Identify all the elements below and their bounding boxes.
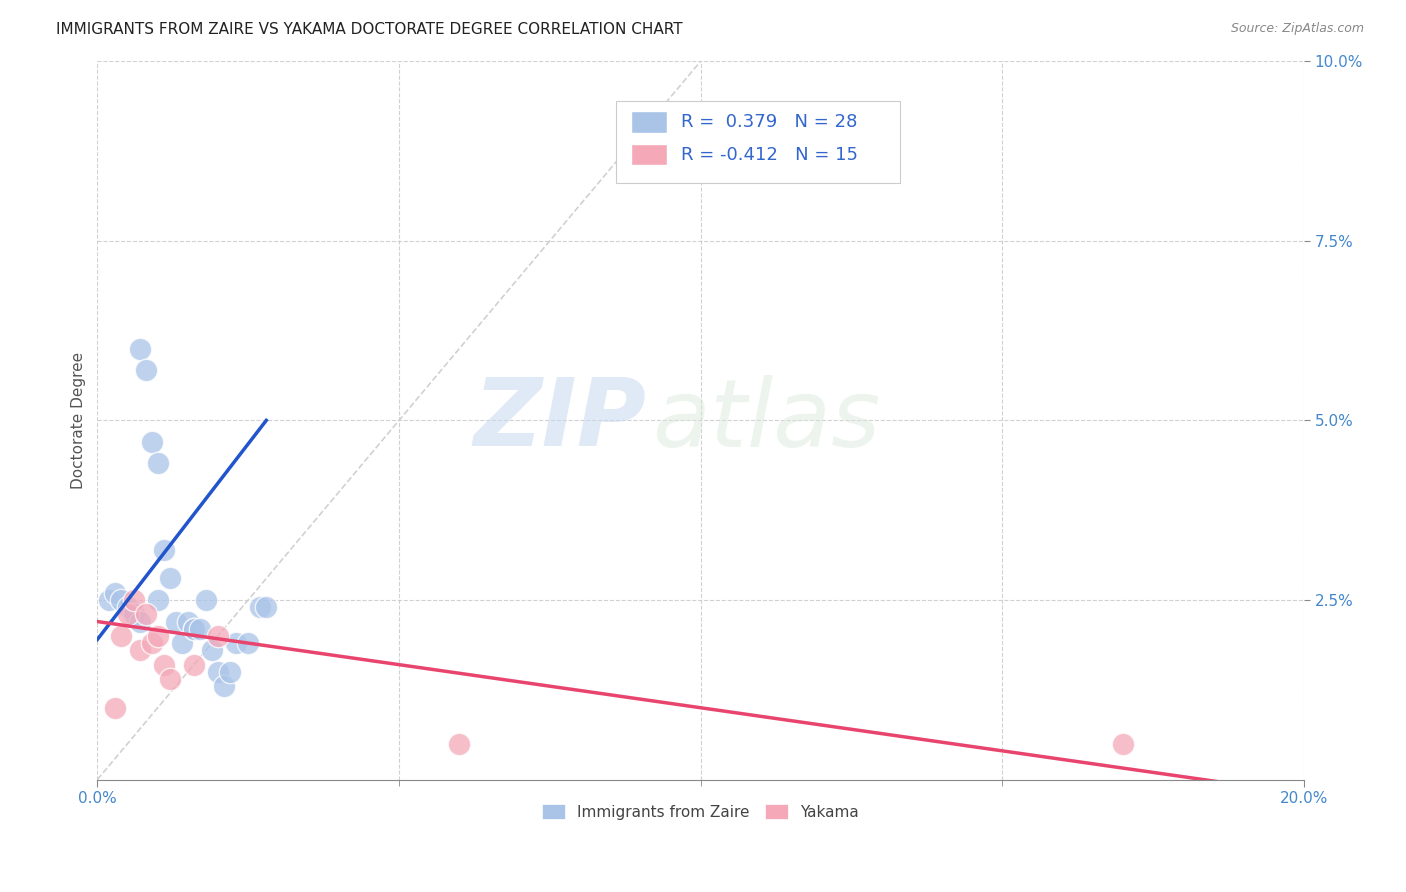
Point [146, 629, 169, 643]
Text: IMMIGRANTS FROM ZAIRE VS YAKAMA DOCTORATE DEGREE CORRELATION CHART: IMMIGRANTS FROM ZAIRE VS YAKAMA DOCTORAT… [56, 22, 683, 37]
Point [225, 636, 247, 650]
Point [104, 586, 127, 600]
Point [122, 593, 145, 607]
Point [194, 593, 217, 607]
Text: ZIP: ZIP [474, 375, 647, 467]
Point [207, 665, 229, 679]
Point [1112, 737, 1135, 751]
Point [135, 607, 157, 622]
Point [159, 571, 181, 585]
Point [146, 457, 169, 471]
Point [219, 665, 242, 679]
Text: R =  0.379   N = 28: R = 0.379 N = 28 [682, 113, 858, 131]
Point [238, 636, 260, 650]
Point [128, 643, 150, 657]
FancyBboxPatch shape [616, 101, 900, 183]
Point [207, 629, 229, 643]
Text: R = -0.412   N = 15: R = -0.412 N = 15 [682, 145, 859, 163]
Point [254, 600, 277, 615]
Point [128, 342, 150, 356]
Point [183, 622, 205, 636]
Point [152, 542, 174, 557]
Point [449, 737, 471, 751]
Point [201, 643, 224, 657]
Point [122, 607, 145, 622]
Point [110, 593, 132, 607]
Point [117, 600, 139, 615]
Point [249, 600, 271, 615]
Point [152, 657, 174, 672]
Point [170, 636, 193, 650]
Point [165, 615, 187, 629]
Point [188, 622, 211, 636]
Point [159, 672, 181, 686]
Point [177, 615, 200, 629]
Bar [631, 112, 666, 133]
Point [135, 363, 157, 377]
Bar [631, 144, 666, 165]
Point [110, 629, 132, 643]
Point [104, 700, 127, 714]
Point [212, 679, 235, 693]
Text: atlas: atlas [652, 375, 880, 466]
Y-axis label: Doctorate Degree: Doctorate Degree [72, 351, 86, 489]
Point [141, 434, 163, 449]
Text: Source: ZipAtlas.com: Source: ZipAtlas.com [1230, 22, 1364, 36]
Point [117, 607, 139, 622]
Legend: Immigrants from Zaire, Yakama: Immigrants from Zaire, Yakama [536, 798, 865, 826]
Point [141, 636, 163, 650]
Point [183, 622, 205, 636]
Point [183, 657, 205, 672]
Point [98, 593, 121, 607]
Point [146, 593, 169, 607]
Point [128, 615, 150, 629]
